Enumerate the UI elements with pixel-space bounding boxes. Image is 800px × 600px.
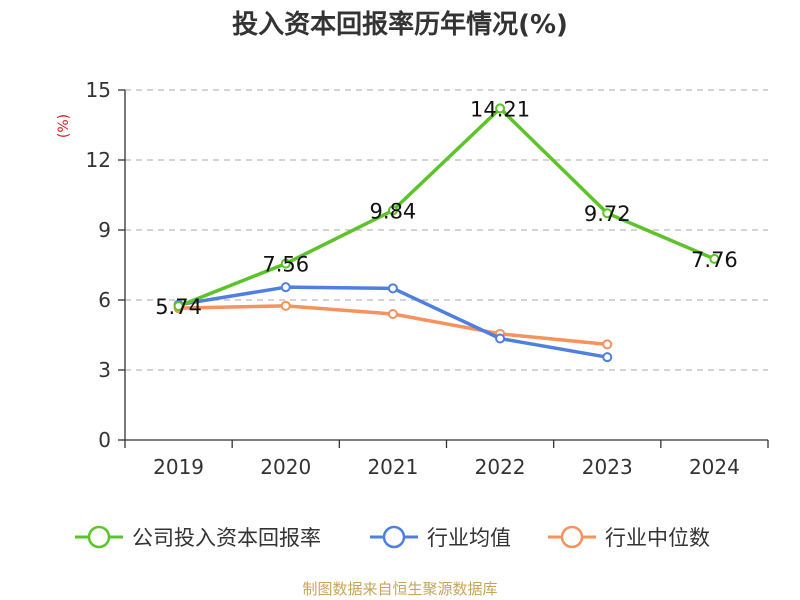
legend-marker <box>560 525 584 549</box>
y-tick-label: 6 <box>98 288 111 312</box>
x-tick-label: 2022 <box>475 455 526 479</box>
x-tick-label: 2019 <box>153 455 204 479</box>
data-point <box>173 301 184 312</box>
series-1 <box>173 282 613 363</box>
y-tick-label: 0 <box>98 428 111 452</box>
data-label: 7.76 <box>691 248 738 272</box>
data-label: 14.21 <box>470 97 530 121</box>
data-point <box>280 258 291 269</box>
y-tick-label: 15 <box>86 78 111 102</box>
x-tick-label: 2021 <box>367 455 418 479</box>
x-tick-label: 2023 <box>582 455 633 479</box>
chart-title: 投入资本回报率历年情况(%) <box>232 9 568 40</box>
axes: 0 3 6 9 12 15 2019 2020 2021 2022 2023 2024 <box>86 78 769 479</box>
legend-marker <box>382 525 406 549</box>
legend-label: 行业均值 <box>427 526 511 550</box>
data-point <box>495 103 506 114</box>
series-line <box>176 106 717 308</box>
data-point <box>387 283 398 294</box>
data-point <box>602 339 613 350</box>
series-2 <box>173 300 613 350</box>
grid <box>125 89 768 371</box>
legend-label: 公司投入资本回报率 <box>132 526 321 550</box>
data-point <box>495 333 506 344</box>
x-tick-label: 2020 <box>260 455 311 479</box>
series-line <box>176 285 609 359</box>
data-point <box>280 300 291 311</box>
y-tick-label: 12 <box>86 148 111 172</box>
series-0 <box>173 103 720 312</box>
legend: 公司投入资本回报率 行业均值 行业中位数 <box>75 525 710 550</box>
legend-label: 行业中位数 <box>605 526 710 550</box>
legend-marker <box>87 525 111 549</box>
data-label: 5.74 <box>155 295 202 319</box>
x-tick-label: 2024 <box>689 455 740 479</box>
data-label: 9.72 <box>584 202 631 226</box>
legend-item[interactable]: 行业中位数 <box>548 525 710 550</box>
data-point <box>709 253 720 264</box>
data-point <box>602 208 613 219</box>
data-labels: 5.74 7.56 9.84 14.21 9.72 7.76 <box>155 97 738 319</box>
data-point <box>602 352 613 363</box>
y-tick-label: 9 <box>98 218 111 242</box>
y-axis-unit: (%) <box>56 114 72 138</box>
data-point <box>387 205 398 216</box>
data-label: 9.84 <box>370 199 417 223</box>
source-note: 制图数据来自恒生聚源数据库 <box>302 580 497 598</box>
y-tick-label: 3 <box>98 358 111 382</box>
data-label: 7.56 <box>262 253 309 277</box>
data-point <box>387 309 398 319</box>
legend-item[interactable]: 公司投入资本回报率 <box>75 525 321 550</box>
data-point <box>280 282 291 293</box>
series-lines <box>173 103 720 363</box>
legend-item[interactable]: 行业均值 <box>370 525 511 550</box>
